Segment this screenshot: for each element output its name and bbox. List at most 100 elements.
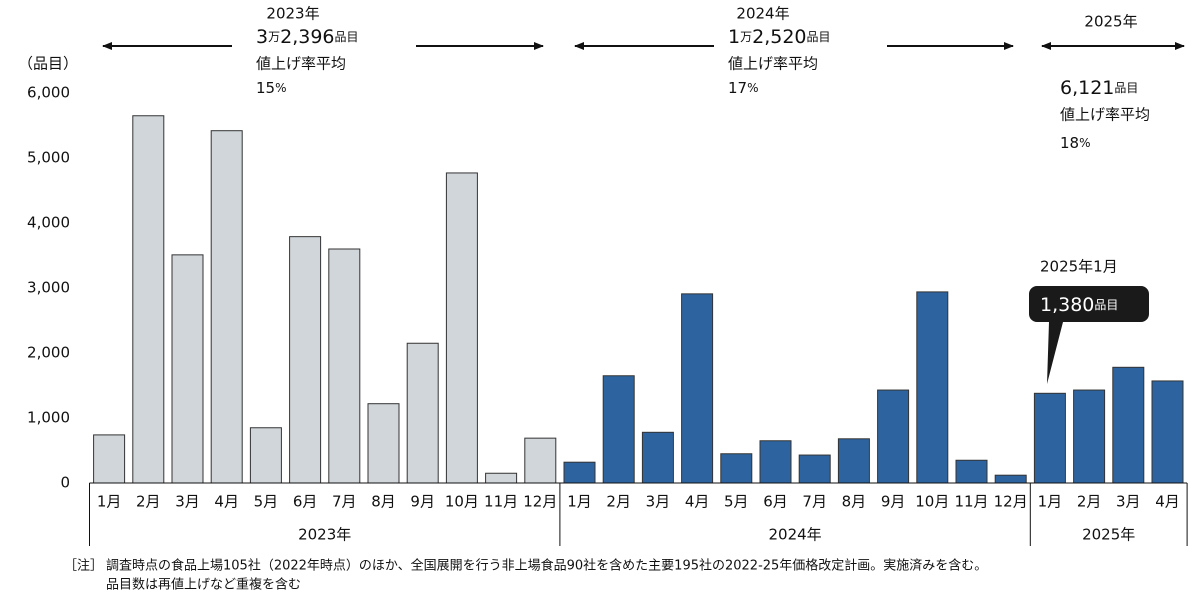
x-tick-label: 5月 [254,493,279,511]
x-tick-label: 4月 [214,493,239,511]
total-part: 2,520 [752,26,806,48]
bar [955,459,988,484]
callout-box [1029,286,1149,384]
rate-label: 値上げ率平均 [1060,106,1150,124]
y-tick-label: 5,000 [27,149,70,167]
x-tick-label: 9月 [881,493,906,511]
bar [1033,392,1066,484]
group-label: 2024年 [769,526,822,544]
total-part: 万 [268,30,280,44]
bar [367,403,400,484]
y-tick-label: 0 [60,474,70,492]
rate-value: 17% [728,79,759,97]
rate-unit: % [1079,136,1090,150]
bar [524,437,557,484]
bar [289,236,322,484]
x-tick-label: 12月 [994,493,1028,511]
x-tick-label: 3月 [1116,493,1141,511]
note-line: 品目数は再値上げなど重複を含む [106,577,301,593]
x-tick-label: 2月 [1077,493,1102,511]
x-tick-label: 9月 [410,493,435,511]
bar [602,375,635,484]
rate-number: 15 [256,79,275,97]
bar [406,342,439,484]
callout-value: 1,380品目 [1040,294,1118,316]
callout-title: 2025年1月 [1040,258,1118,276]
total-part: 2,396 [280,26,334,48]
x-tick-label: 5月 [724,493,749,511]
bar [328,248,361,484]
period-total: 3万2,396品目 [256,26,359,48]
x-tick-label: 7月 [332,493,357,511]
bar [93,434,126,484]
total-part: 品目 [807,30,831,44]
bar [681,293,714,484]
x-tick-label: 12月 [523,493,557,511]
total-part: 1 [728,26,740,48]
bar [641,431,674,484]
rate-value: 15% [256,79,287,97]
bar [485,472,518,484]
bar [798,454,831,484]
bar [1073,389,1106,484]
x-tick-label: 6月 [293,493,318,511]
bar [210,130,243,484]
x-tick-label: 4月 [685,493,710,511]
period-year: 2024年 [736,5,789,23]
total-part: 品目 [335,30,359,44]
x-tick-label: 1月 [97,493,122,511]
x-tick-label: 8月 [371,493,396,511]
rate-unit: % [747,81,758,95]
bar [759,440,792,484]
rate-label: 値上げ率平均 [256,55,346,73]
x-tick-label: 10月 [915,493,949,511]
x-tick-label: 1月 [1038,493,1063,511]
bar [720,453,753,484]
bar [249,427,282,484]
y-tick-label: 6,000 [27,84,70,102]
period-year: 2025年 [1084,13,1137,31]
callout-unit: 品目 [1094,298,1118,312]
bar [132,115,165,484]
x-tick-label: 11月 [954,493,988,511]
x-tick-label: 8月 [842,493,867,511]
group-label: 2023年 [298,526,351,544]
y-tick-label: 4,000 [27,214,70,232]
bar [171,254,204,484]
period-total: 6,121品目 [1060,77,1138,99]
bar [837,438,870,484]
rate-value: 18% [1060,134,1091,152]
x-tick-label: 3月 [646,493,671,511]
bar [1151,380,1184,484]
x-tick-label: 6月 [763,493,788,511]
rate-number: 18 [1060,134,1079,152]
y-tick-label: 1,000 [27,409,70,427]
bar [445,172,478,484]
total-part: 品目 [1114,81,1138,95]
x-tick-label: 7月 [802,493,827,511]
x-tick-label: 10月 [445,493,479,511]
period-year: 2023年 [266,5,319,23]
y-axis-label: （品目） [18,55,78,73]
y-tick-label: 3,000 [27,279,70,297]
note-mark: ［注］ [64,559,103,574]
bar [877,389,910,484]
total-part: 6,121 [1060,77,1114,99]
rate-label: 値上げ率平均 [728,55,818,73]
x-tick-label: 3月 [175,493,200,511]
x-tick-label: 1月 [567,493,592,511]
note-line: 調査時点の食品上場105社（2022年時点）のほか、全国展開を行う非上場食品90… [106,558,987,574]
period-total: 1万2,520品目 [728,26,831,48]
rate-number: 17 [728,79,747,97]
bar [916,291,949,484]
callout-number: 1,380 [1040,294,1094,316]
total-part: 3 [256,26,268,48]
bar [994,474,1027,484]
bar [1112,366,1145,484]
y-tick-label: 2,000 [27,344,70,362]
x-tick-label: 2月 [606,493,631,511]
total-part: 万 [740,30,752,44]
bar [563,461,596,484]
group-label: 2025年 [1082,526,1135,544]
